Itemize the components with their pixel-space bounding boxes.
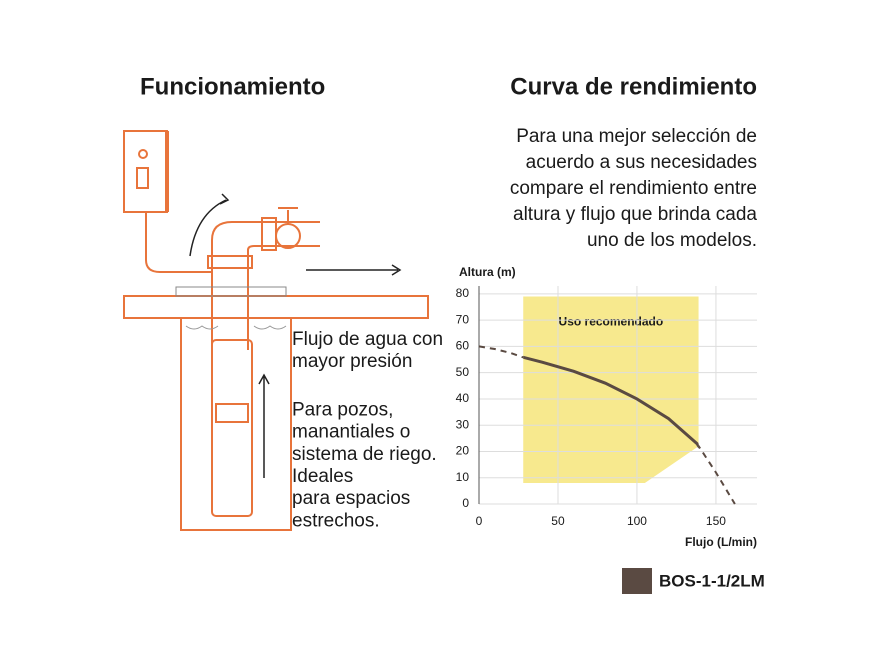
description-line: Para pozos,: [292, 399, 393, 420]
x-tick-label: 100: [627, 514, 647, 528]
subtitle-line: compare el rendimiento entre: [510, 178, 757, 199]
well: [180, 318, 292, 531]
y-tick-label: 70: [456, 312, 470, 326]
description-line: Ideales: [292, 466, 353, 487]
pipe-flange: [207, 255, 253, 269]
x-tick-label: 50: [551, 514, 565, 528]
valve: [275, 223, 301, 249]
series-line: [523, 355, 699, 449]
recommended-region: [523, 296, 699, 483]
cable: [145, 212, 212, 273]
y-tick-label: 10: [456, 470, 470, 484]
subtitle-line: uno de los modelos.: [587, 230, 757, 251]
pipe: [211, 221, 320, 350]
control-box: [123, 130, 168, 213]
arrow-up-curve: [189, 199, 227, 257]
description-line: Flujo de agua con: [292, 329, 443, 350]
arrow-head: [219, 193, 230, 205]
chart-title: Curva de rendimiento: [510, 73, 757, 100]
y-tick-label: 30: [456, 417, 470, 431]
arrow-right: [306, 264, 402, 276]
legend-label: BOS-1-1/2LM: [659, 571, 765, 590]
pump-label: [215, 403, 249, 423]
y-tick-label: 60: [456, 339, 470, 353]
left-title: Funcionamiento: [140, 73, 325, 100]
legend-swatch: [622, 568, 652, 594]
y-axis-title: Altura (m): [459, 265, 516, 279]
subtitle-line: Para una mejor selección de: [516, 126, 757, 147]
x-tick-label: 0: [476, 514, 483, 528]
x-tick-label: 150: [706, 514, 726, 528]
slab: [175, 286, 287, 297]
y-tick-label: 40: [456, 391, 470, 405]
pump: [211, 339, 253, 517]
x-axis-title: Flujo (L/min): [685, 535, 757, 549]
y-tick-label: 80: [456, 286, 470, 300]
valve-handle: [278, 207, 298, 224]
description-line: para espacios: [292, 488, 410, 509]
arrow-up: [258, 373, 270, 478]
box-light: [138, 149, 148, 159]
description-line: sistema de riego.: [292, 444, 437, 465]
subtitle-line: altura y flujo que brinda cada: [513, 204, 757, 225]
y-tick-label: 20: [456, 444, 470, 458]
description-line: estrechos.: [292, 510, 380, 531]
pump-diagram: [123, 130, 429, 531]
description-line: mayor presión: [292, 351, 412, 372]
description-line: manantiales o: [292, 422, 410, 443]
water: [185, 325, 287, 330]
box-switch: [136, 167, 149, 189]
y-tick-label: 50: [456, 365, 470, 379]
ground: [123, 295, 429, 319]
subtitle-line: acuerdo a sus necesidades: [526, 152, 757, 173]
region-label: Uso recomendado: [559, 315, 664, 329]
y-tick-label: 0: [462, 496, 469, 510]
